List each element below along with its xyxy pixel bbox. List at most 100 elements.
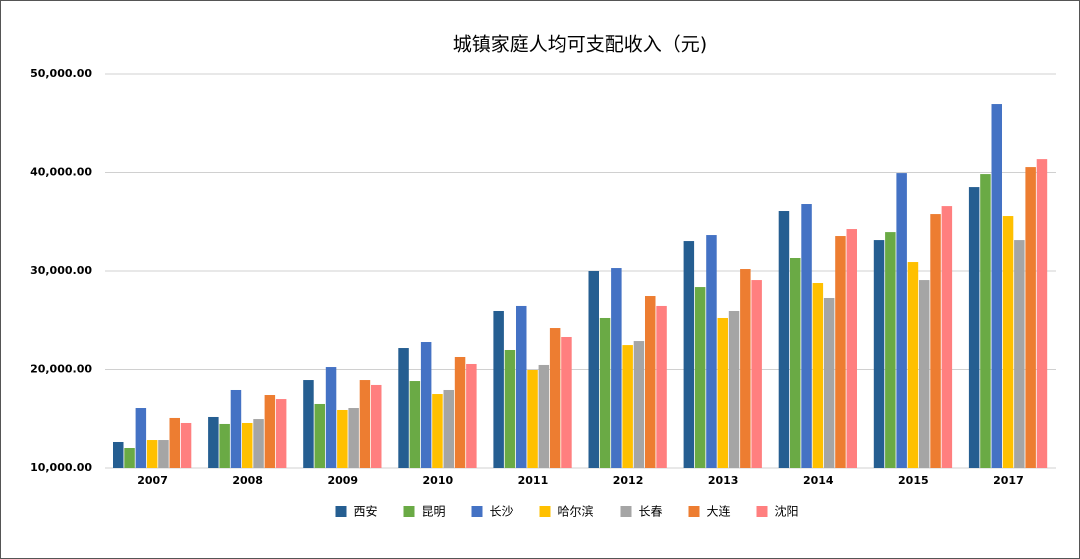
bar — [896, 173, 907, 468]
bar — [504, 349, 516, 468]
bar — [907, 262, 919, 468]
bar — [169, 417, 180, 468]
bar — [778, 211, 790, 469]
bar — [561, 336, 572, 468]
bar — [219, 423, 230, 468]
x-tick-label: 2007 — [137, 474, 168, 487]
bar — [348, 408, 359, 468]
bar — [873, 240, 885, 468]
legend-swatch — [471, 506, 483, 517]
bar — [180, 422, 192, 468]
bar — [656, 305, 667, 468]
legend-label: 大连 — [707, 504, 731, 519]
bar — [325, 367, 337, 468]
bar — [208, 416, 219, 468]
x-tick-label: 2012 — [613, 474, 644, 487]
x-tick-label: 2011 — [518, 474, 549, 487]
bar — [835, 236, 846, 468]
bar — [242, 422, 253, 468]
bar — [611, 268, 622, 468]
bar — [314, 403, 325, 468]
bar — [846, 229, 857, 468]
bar — [493, 310, 504, 468]
bar — [409, 381, 421, 468]
x-tick-label: 2009 — [327, 474, 358, 487]
x-tick-label: 2010 — [423, 474, 454, 487]
x-tick-label: 2015 — [898, 474, 929, 487]
bar — [622, 345, 633, 468]
bar — [801, 204, 812, 468]
bar — [466, 363, 477, 468]
bar — [1014, 240, 1025, 468]
bar — [359, 380, 371, 468]
bar — [1002, 216, 1014, 468]
bar — [275, 399, 287, 468]
x-tick-label: 2014 — [803, 474, 834, 487]
bar — [941, 206, 953, 468]
bar — [919, 280, 930, 468]
bar — [443, 389, 454, 468]
legend-label: 长沙 — [490, 505, 514, 519]
bar — [420, 342, 432, 468]
legend-label: 西安 — [354, 504, 378, 519]
bar — [158, 440, 169, 468]
legend-swatch — [620, 506, 632, 517]
bar — [538, 364, 550, 468]
bar — [371, 384, 382, 468]
bar — [683, 241, 695, 468]
bar — [728, 310, 740, 468]
bar — [516, 305, 527, 468]
chart-title: 城镇家庭人均可支配收入（元) — [453, 34, 707, 56]
bar — [549, 328, 561, 468]
x-tick-label: 2017 — [993, 474, 1024, 487]
bar — [968, 187, 980, 468]
bar — [146, 440, 158, 468]
bar — [740, 269, 751, 468]
bar — [588, 271, 599, 468]
bar — [135, 408, 147, 468]
bar — [253, 419, 264, 468]
bar — [706, 235, 717, 468]
bar — [398, 348, 409, 468]
bar — [812, 283, 824, 468]
bar — [980, 174, 991, 469]
legend-swatch — [756, 506, 768, 517]
legend-label: 昆明 — [422, 505, 446, 519]
bar — [230, 389, 242, 468]
bar — [264, 395, 276, 468]
bar — [991, 104, 1002, 468]
y-tick-label: 50,000.00 — [30, 67, 92, 80]
legend-label: 沈阳 — [775, 504, 799, 519]
bar — [790, 257, 801, 468]
y-tick-label: 10,000.00 — [30, 461, 92, 474]
bar — [337, 409, 348, 468]
bar — [124, 448, 135, 468]
legend-swatch — [688, 506, 700, 517]
bar — [113, 441, 124, 468]
legend-swatch — [539, 506, 551, 517]
bar — [303, 380, 314, 468]
x-tick-label: 2013 — [708, 474, 739, 487]
bar — [751, 280, 762, 468]
bar — [930, 214, 941, 468]
legend-label: 哈尔滨 — [558, 504, 594, 519]
legend-swatch — [335, 506, 347, 517]
bar — [885, 232, 896, 468]
bar — [823, 297, 835, 468]
bar — [527, 369, 538, 468]
y-tick-label: 20,000.00 — [30, 363, 92, 376]
bar — [633, 341, 645, 468]
bar — [717, 317, 728, 468]
y-tick-label: 40,000.00 — [30, 166, 92, 179]
bar — [1025, 167, 1036, 468]
legend-label: 长春 — [639, 505, 663, 519]
bar — [694, 287, 706, 468]
x-tick-label: 2008 — [232, 474, 263, 487]
bar — [454, 356, 466, 468]
bar — [645, 296, 656, 468]
bar — [1036, 159, 1048, 468]
bar — [599, 317, 611, 468]
legend-swatch — [403, 506, 415, 517]
bar — [432, 394, 443, 468]
